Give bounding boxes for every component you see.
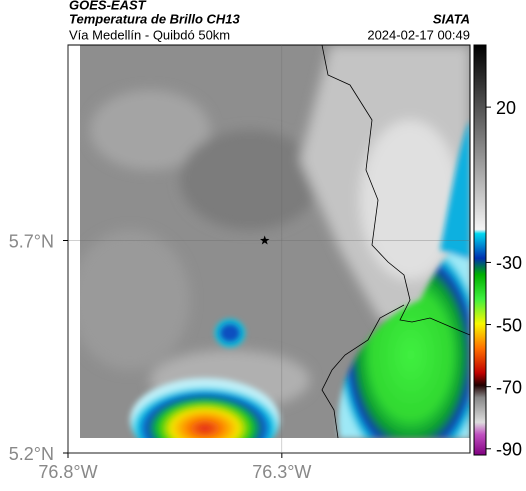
x-tick-label: 76.8°W [38,462,97,482]
colorbar-tick-label: -50 [496,315,522,335]
colorbar-tick-label: -90 [496,440,522,460]
y-tick-label: 5.2°N [9,444,54,464]
colorbar-tick-label: -30 [496,253,522,273]
satellite-image [80,45,470,438]
timestamp: 2024-02-17 00:49 [367,27,470,42]
colorbar-tick-label: -70 [496,377,522,397]
source: SIATA [433,11,470,26]
subtitle: Temperatura de Brillo CH13 [69,11,241,26]
title: GOES-EAST [69,0,147,12]
x-tick-label: 76.3°W [252,462,311,482]
colorbar [473,44,487,456]
y-tick-label: 5.7°N [9,231,54,251]
colorbar-tick-label: 20 [496,98,516,118]
location: Vía Medellín - Quibdó 50km [69,27,230,42]
location-marker [260,235,270,245]
